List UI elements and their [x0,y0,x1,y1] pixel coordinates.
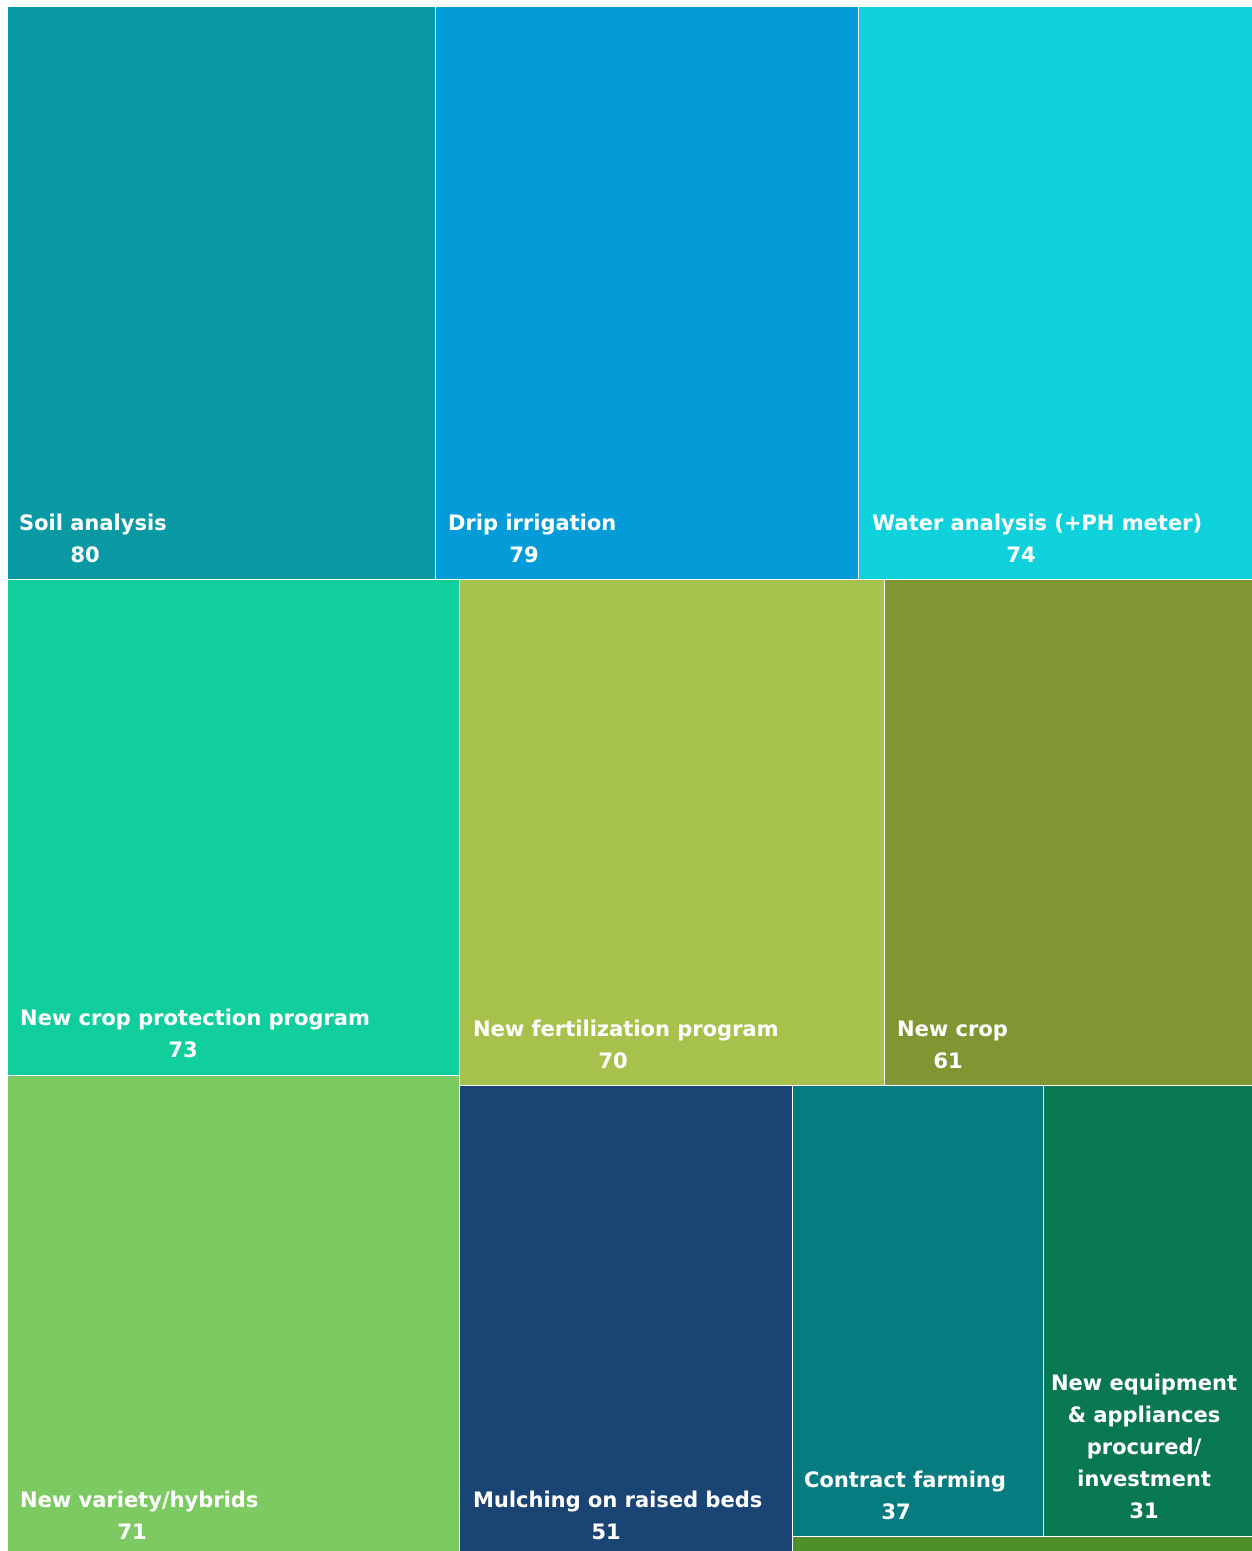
treemap-tile-new-crop: New crop 61 [885,580,1252,1085]
tile-value: 61 [933,1049,962,1073]
tile-rect [460,1086,792,1551]
tile-value: 37 [881,1500,910,1524]
treemap-tile-new-fertilization-program: New fertilization program 70 [460,580,884,1085]
tile-value: 73 [168,1038,197,1062]
tile-label: New crop [897,1017,1008,1041]
tile-label: New equipment [1051,1371,1237,1395]
tile-rect [793,1086,1043,1536]
tile-label: procured/ [1087,1435,1202,1459]
tile-rect [460,580,884,1085]
tile-label: investment [1077,1467,1211,1491]
treemap-tile-new-equipment: New equipment & appliances procured/invest… [1044,1086,1252,1536]
tile-label: New variety/hybrids [20,1488,258,1512]
tile-value: 31 [1129,1499,1158,1523]
tile-label: & appliances [1068,1403,1221,1427]
tile-rect [436,7,858,579]
tile-value: 51 [591,1520,620,1544]
tile-label: New fertilization program [473,1017,778,1041]
treemap-tile-mulching-on-raised: Mulching on raised beds 51 [460,1086,792,1551]
tile-rect [1044,1086,1252,1536]
tile-rect [885,580,1252,1085]
tile-label: Drip irrigation [448,511,616,535]
tile-value: 80 [70,543,99,567]
tile-value: 71 [117,1520,146,1544]
tile-label: New crop protection program [20,1006,370,1030]
tile-rect [8,580,459,1075]
treemap-tile-soil-analysis: Soil analysis 80 [8,7,435,579]
treemap-tile-contract-farming: Contract farming 37 [793,1086,1043,1536]
treemap-tile-new-variety-hybrids: New variety/hybrids 71 [8,1076,459,1551]
tile-value: 70 [598,1049,627,1073]
treemap-tile-new-crop-protection: New crop protection program 73 [8,580,459,1075]
tile-rect [859,7,1252,579]
tile-label: Soil analysis [19,511,167,535]
tile-label: Contract farming [804,1468,1006,1492]
tile-value: 79 [509,543,538,567]
tile-label: Water analysis (+PH meter) [872,511,1202,535]
treemap-tile-drip-irrigation: Drip irrigation 79 [436,7,858,579]
tile-rect [8,7,435,579]
treemap-tile-water-analysis-ph: Water analysis (+PH meter) 74 [859,7,1252,579]
tile-value: 74 [1006,543,1035,567]
tile-label: Mulching on raised beds [473,1488,762,1512]
tile-rect [8,1076,459,1551]
tile-rect [793,1537,1252,1551]
treemap-tile-partial [793,1537,1252,1551]
